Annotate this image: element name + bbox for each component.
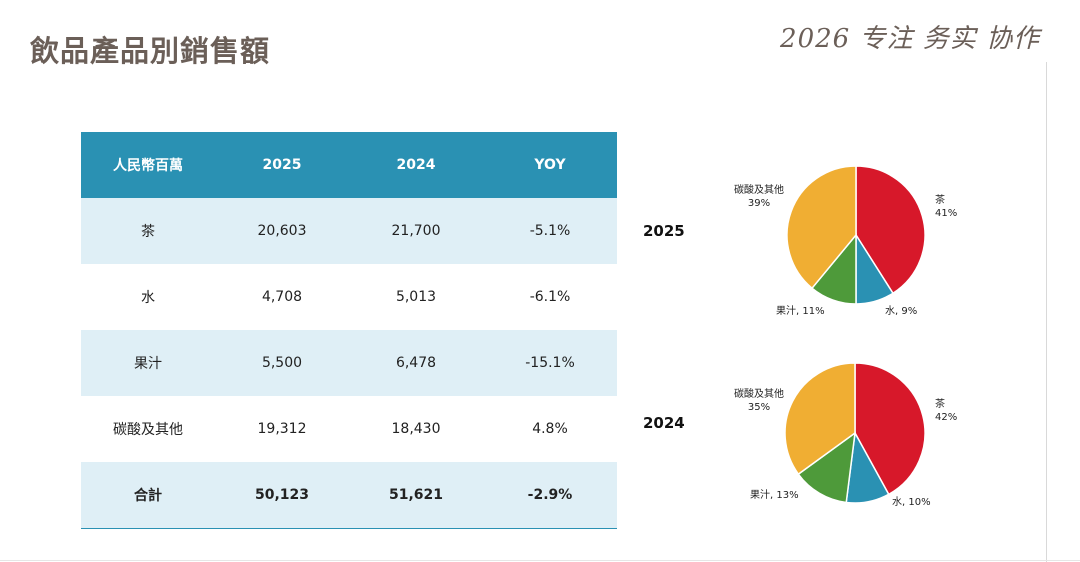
total-name: 合計 — [81, 462, 215, 529]
pie-2025-slice-carbonated — [786, 165, 857, 290]
column-header-2024: 2024 — [349, 132, 483, 198]
pie-2025-label-carbonated: 碳酸及其他 39% — [734, 183, 784, 209]
page-title: 飲品產品別銷售額 — [30, 34, 271, 68]
column-header-unit: 人民幣百萬 — [81, 132, 215, 198]
pie-2024-label-carbonated: 碳酸及其他 35% — [734, 387, 784, 413]
pie-2024-label-tea: 茶 42% — [935, 397, 957, 423]
cell-2024: 18,430 — [391, 421, 441, 437]
divider-vertical — [1046, 62, 1047, 562]
table-row: 水 4,708 5,013 -6.1% — [81, 264, 617, 330]
total-yoy: -2.9% — [483, 462, 617, 529]
table-row: 茶 20,603 21,700 -5.1% — [81, 198, 617, 264]
pie-2024-label-juice: 果汁, 13% — [750, 488, 799, 501]
table-row: 碳酸及其他 19,312 18,430 4.8% — [81, 396, 617, 462]
column-header-yoy: YOY — [483, 132, 617, 198]
column-header-2025: 2025 — [215, 132, 349, 198]
total-2024: 51,621 — [349, 462, 483, 529]
pie-year-label-2025: 2025 — [643, 222, 685, 240]
cell-yoy: 4.8% — [532, 421, 568, 437]
pie-2025-label-tea: 茶 41% — [935, 193, 957, 219]
cell-2024: 21,700 — [349, 198, 483, 264]
table-total-row: 合計 50,123 51,621 -2.9% — [81, 462, 617, 529]
pie-2024-slice-carbonated — [784, 362, 856, 476]
pie-2025-label-juice: 果汁, 11% — [776, 304, 825, 317]
sales-table: 人民幣百萬 2025 2024 YOY 茶 20,603 21,700 -5.1… — [81, 132, 617, 529]
row-name: 茶 — [81, 198, 215, 264]
table-header-row: 人民幣百萬 2025 2024 YOY — [81, 132, 617, 198]
cell-yoy: -6.1% — [529, 289, 571, 305]
cell-2025: 19,312 — [257, 421, 307, 437]
cell-2025: 20,603 — [215, 198, 349, 264]
cell-2024: 5,013 — [395, 289, 437, 305]
divider-bottom — [0, 560, 1080, 561]
pie-2024-slice-juice — [797, 431, 856, 504]
cell-2024: 6,478 — [349, 330, 483, 396]
row-name: 水 — [141, 290, 155, 306]
table-row: 果汁 5,500 6,478 -15.1% — [81, 330, 617, 396]
pie-year-label-2024: 2024 — [643, 414, 685, 432]
cell-yoy: -15.1% — [483, 330, 617, 396]
pie-2024-slice-tea — [854, 362, 926, 496]
total-2025: 50,123 — [215, 462, 349, 529]
slogan: 2026 专注 务实 协作 — [780, 24, 1040, 54]
row-name: 果汁 — [81, 330, 215, 396]
cell-2025: 4,708 — [261, 289, 303, 305]
cell-yoy: -5.1% — [483, 198, 617, 264]
cell-2025: 5,500 — [215, 330, 349, 396]
pie-2024-label-water: 水, 10% — [892, 496, 931, 508]
pie-2025-label-water: 水, 9% — [885, 305, 917, 317]
row-name: 碳酸及其他 — [113, 422, 183, 438]
